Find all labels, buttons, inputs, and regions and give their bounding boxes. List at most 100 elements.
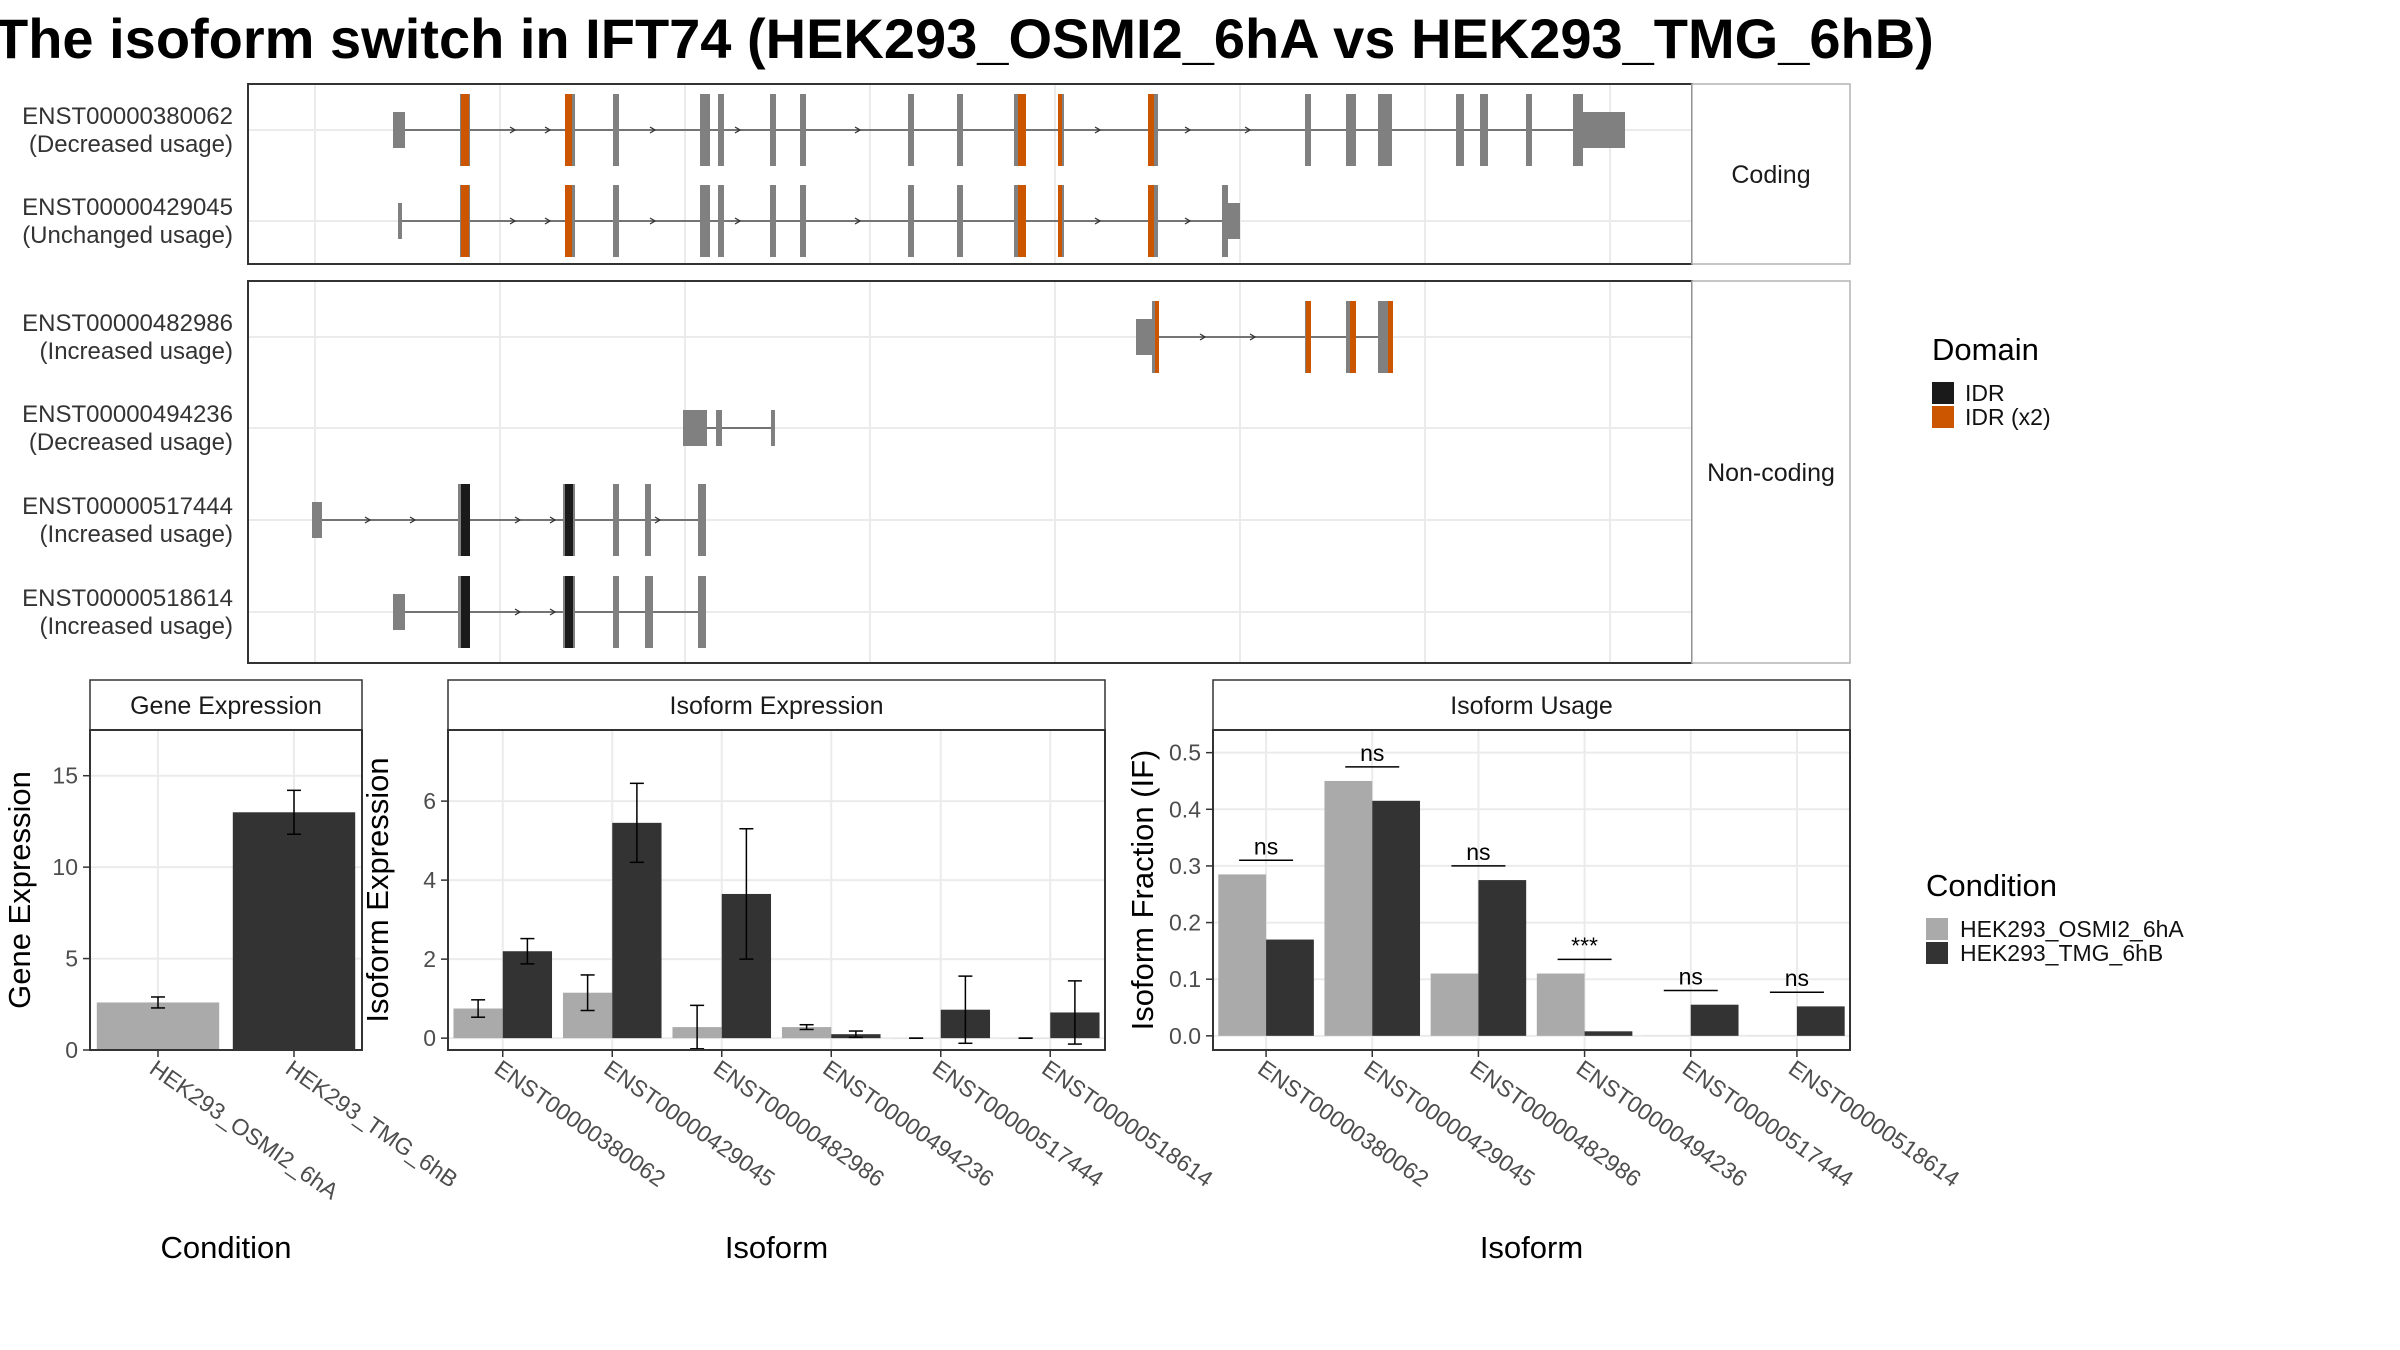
- chart-strip-title: Isoform Usage: [1450, 692, 1613, 720]
- tx-label-id: ENST00000518614: [22, 585, 233, 612]
- y-tick-label: 6: [423, 788, 436, 814]
- bar: [1796, 1006, 1845, 1036]
- tx-label-usage: (Decreased usage): [29, 131, 233, 158]
- exon: [698, 576, 706, 648]
- exon: [800, 185, 806, 257]
- exon: [908, 94, 914, 166]
- y-tick-label: 0.5: [1169, 740, 1201, 766]
- significance-label: ns: [1360, 740, 1384, 766]
- bar: [1430, 973, 1479, 1036]
- x-tick-label: ENST00000494236: [1572, 1055, 1752, 1192]
- domain-segment: [461, 576, 470, 648]
- bar: [1266, 939, 1314, 1036]
- domain-segment: [1018, 94, 1026, 166]
- tx-label-id: ENST00000429045: [22, 194, 233, 221]
- condition-legend-title: Condition: [1926, 868, 2057, 903]
- exon: [770, 94, 776, 166]
- noncoding-gridlines: [249, 282, 1691, 662]
- exon: [1346, 94, 1356, 166]
- transcript: [1136, 301, 1393, 373]
- exon: [716, 410, 722, 446]
- legend-label-osmi: HEK293_OSMI2_6hA: [1960, 916, 2184, 942]
- exon: [1480, 94, 1488, 166]
- direction-arrow: [364, 516, 372, 524]
- x-tick-label: ENST00000482986: [1466, 1055, 1646, 1192]
- bar: [1372, 800, 1421, 1036]
- bar: [502, 951, 553, 1039]
- direction-arrow: [1244, 126, 1252, 134]
- noncoding-structure-panel: Non-coding: [247, 280, 1851, 664]
- domain-segment: [1148, 94, 1154, 166]
- exon: [683, 410, 707, 446]
- coding-strip-label: Coding: [1731, 161, 1810, 189]
- exon: [393, 594, 405, 630]
- bar: [781, 1027, 832, 1039]
- tx-label-id: ENST00000380062: [22, 103, 233, 130]
- legend-label-idr: IDR: [1965, 380, 2005, 406]
- y-axis-title: Isoform Expression: [360, 757, 395, 1022]
- chart-strip: [447, 679, 1106, 731]
- direction-arrow: [509, 217, 517, 225]
- y-tick-label: 0.3: [1169, 853, 1201, 879]
- direction-arrow: [1094, 126, 1102, 134]
- y-tick-label: 15: [52, 763, 78, 789]
- exon: [1222, 185, 1228, 257]
- transcript: [398, 185, 1240, 257]
- bar: [232, 812, 356, 1050]
- tx-label-usage: (Increased usage): [40, 338, 233, 365]
- plot-frame: [447, 729, 1106, 1051]
- direction-arrow: [509, 126, 517, 134]
- exon: [1526, 94, 1532, 166]
- exon: [312, 502, 322, 538]
- x-axis-title: Isoform: [1480, 1230, 1583, 1265]
- exon: [1305, 94, 1311, 166]
- exon: [1136, 319, 1154, 355]
- transcript-labels: ENST00000380062 (Decreased usage) ENST00…: [22, 103, 233, 640]
- coding-structure-panel: Coding: [247, 83, 1851, 265]
- legend-label-idr-x2: IDR (x2): [1965, 404, 2051, 430]
- bar: [1324, 780, 1373, 1036]
- tx-label-id: ENST00000482986: [22, 310, 233, 337]
- domain-segment: [1388, 301, 1393, 373]
- tx-label-usage: (Decreased usage): [29, 429, 233, 456]
- domain-segment: [461, 94, 469, 166]
- y-tick-label: 0.2: [1169, 910, 1201, 936]
- legend-swatch-tmg: [1926, 942, 1948, 964]
- domain-segment: [565, 185, 572, 257]
- transcript: [393, 94, 1625, 166]
- condition-legend: Condition HEK293_OSMI2_6hA HEK293_TMG_6h…: [1926, 868, 2184, 966]
- exon: [645, 484, 651, 556]
- domain-segment: [461, 484, 470, 556]
- exon: [393, 112, 405, 148]
- bar: [1218, 874, 1267, 1036]
- legend-label-tmg: HEK293_TMG_6hB: [1960, 940, 2163, 966]
- coding-transcripts: [393, 94, 1625, 257]
- exon: [718, 94, 724, 166]
- isoform-usage-chart: ns ns ns *** ns ns 0.0 0.1 0.2 0.3 0.4 0.5 ENST00000…: [1125, 679, 1965, 1265]
- exon: [1456, 94, 1464, 166]
- bar: [1478, 880, 1527, 1036]
- direction-arrow: [1199, 333, 1207, 341]
- significance-label: ***: [1571, 932, 1598, 958]
- domain-segment: [1306, 301, 1311, 373]
- direction-arrow: [544, 217, 552, 225]
- legend-swatch-osmi: [1926, 918, 1948, 940]
- exon: [1580, 112, 1625, 148]
- transcript: [312, 484, 706, 556]
- exon: [1226, 203, 1240, 239]
- tx-label-usage: (Increased usage): [40, 521, 233, 548]
- y-tick-label: 4: [423, 867, 436, 893]
- bar: [1690, 1004, 1739, 1036]
- direction-arrow: [649, 217, 657, 225]
- y-tick-label: 0: [423, 1025, 436, 1051]
- direction-arrow: [409, 516, 417, 524]
- plot-area: [1213, 730, 1850, 1050]
- tx-label-id: ENST00000494236: [22, 401, 233, 428]
- y-tick-label: 0.0: [1169, 1023, 1201, 1049]
- direction-arrow: [854, 126, 862, 134]
- direction-arrow: [734, 126, 742, 134]
- noncoding-strip-label: Non-coding: [1707, 459, 1835, 487]
- bar: [1584, 1031, 1633, 1036]
- y-tick-label: 10: [52, 854, 78, 880]
- direction-arrow: [1184, 126, 1192, 134]
